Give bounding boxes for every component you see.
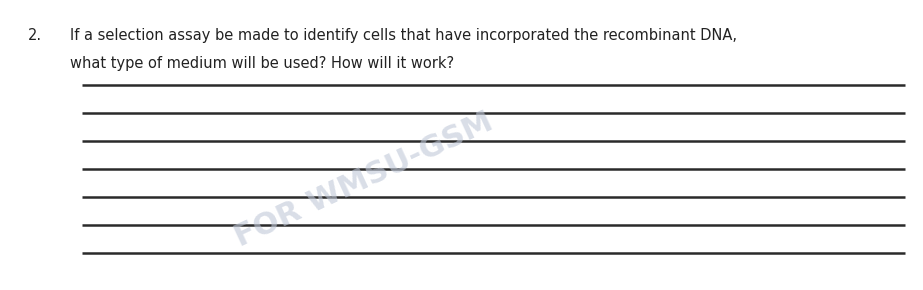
Text: FOR WMSU-GSM: FOR WMSU-GSM [230,107,497,253]
Text: If a selection assay be made to identify cells that have incorporated the recomb: If a selection assay be made to identify… [70,28,737,43]
Text: 2.: 2. [28,28,42,43]
Text: what type of medium will be used? How will it work?: what type of medium will be used? How wi… [70,56,454,71]
